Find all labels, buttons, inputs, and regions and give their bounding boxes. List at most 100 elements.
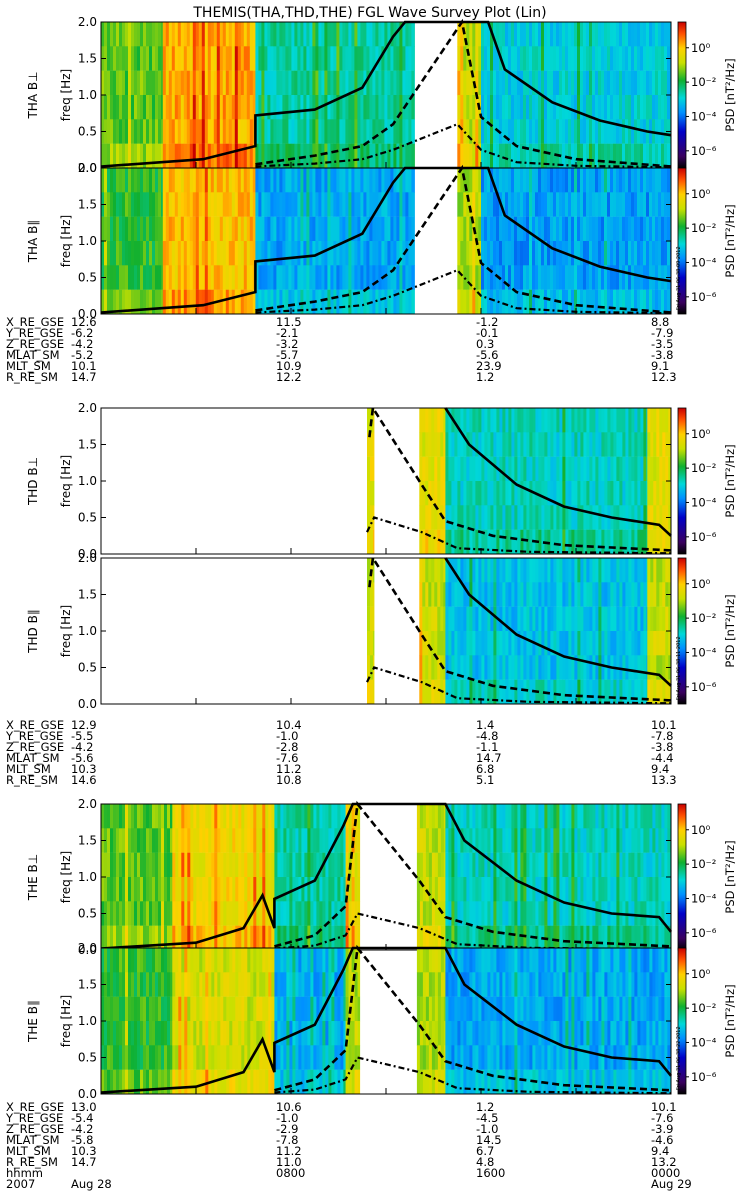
spectrogram-cell: [550, 680, 553, 705]
spectrogram-cell: [405, 22, 408, 47]
spectrogram-cell: [378, 168, 381, 193]
spectrogram-cell: [514, 95, 517, 120]
spectrogram-cell: [208, 853, 211, 878]
spectrogram-cell: [327, 192, 330, 217]
spectrogram-cell: [445, 828, 448, 853]
spectrogram-cell: [481, 631, 484, 656]
spectrogram-cell: [381, 241, 384, 266]
spectrogram-cell: [149, 46, 152, 71]
spectrogram-cell: [637, 607, 640, 632]
spectrogram-cell: [161, 828, 164, 853]
spectrogram-cell: [169, 168, 172, 193]
spectrogram-cell: [190, 241, 193, 266]
spectrogram-cell: [556, 901, 559, 926]
spectrogram-cell: [514, 241, 517, 266]
spectrogram-cell: [107, 877, 110, 902]
spectrogram-cell: [190, 877, 193, 902]
spectrogram-cell: [232, 1021, 235, 1046]
spectrogram-cell: [589, 22, 592, 47]
spectrogram-cell: [134, 95, 137, 120]
spectrogram-cell: [604, 290, 607, 315]
spectrogram-cell: [113, 119, 116, 144]
spectrogram-cell: [526, 168, 529, 193]
spectrogram-cell: [607, 853, 610, 878]
spectrogram-cell: [523, 481, 526, 506]
spectrogram-cell: [529, 607, 532, 632]
spectrogram-cell: [526, 680, 529, 705]
spectrogram-cell: [331, 926, 334, 951]
spectrogram-cell: [571, 432, 574, 457]
spectrogram-cell: [161, 22, 163, 47]
spectrogram-cell: [134, 241, 137, 266]
spectrogram-cell: [493, 46, 496, 71]
spectrogram-cell: [178, 972, 181, 997]
spectrogram-cell: [481, 217, 484, 242]
spectrogram-cell: [511, 828, 514, 853]
spectrogram-cell: [625, 804, 628, 829]
spectrogram-cell: [343, 926, 346, 951]
spectrogram-cell: [178, 241, 181, 266]
spectrogram-cell: [348, 168, 351, 193]
spectrogram-cell: [390, 168, 393, 193]
spectrogram-cell: [541, 22, 544, 47]
spectrogram-cell: [511, 168, 514, 193]
spectrogram-cell: [354, 192, 357, 217]
spectrogram-cell: [517, 804, 520, 829]
spectrogram-cell: [475, 680, 478, 705]
spectrogram-cell: [155, 877, 158, 902]
spectrogram-cell: [571, 607, 574, 632]
spectrogram-cell: [155, 853, 158, 878]
spectrogram-cell: [493, 582, 496, 607]
spectrogram-cell: [652, 168, 655, 193]
spectrogram-cell: [307, 972, 310, 997]
spectrogram-cell: [550, 853, 553, 878]
spectrogram-cell: [631, 631, 634, 656]
spectrogram-cell: [333, 22, 336, 47]
spectrogram-cell: [595, 558, 598, 583]
spectrogram-cell: [499, 828, 502, 853]
spectrogram-cell: [172, 241, 175, 266]
spectrogram-cell: [238, 1021, 241, 1046]
spectrogram-cell: [208, 71, 211, 96]
spectrogram-cell: [306, 217, 309, 242]
spectrogram-cell: [184, 1070, 187, 1095]
spectrogram-cell: [613, 432, 616, 457]
spectrogram-cell: [367, 530, 370, 555]
spectrogram-cell: [529, 804, 532, 829]
y-tick-label: 1.5: [78, 52, 97, 66]
spectrogram-cell: [577, 119, 580, 144]
spectrogram-cell: [149, 828, 152, 853]
spectrogram-cell: [297, 217, 300, 242]
spectrogram-cell: [199, 71, 202, 96]
spectrogram-cell: [460, 853, 463, 878]
spectrogram-cell: [571, 46, 574, 71]
spectrogram-cell: [175, 853, 178, 878]
spectrogram-cell: [167, 1045, 170, 1070]
spectrogram-cell: [643, 607, 646, 632]
y-tick-label: 2.0: [78, 401, 97, 415]
spectrogram-cell: [637, 558, 640, 583]
spectrogram-cell: [469, 481, 472, 506]
spectrogram-cell: [325, 877, 328, 902]
spectrogram-cell: [637, 457, 640, 482]
spectrogram-cell: [484, 168, 487, 193]
spectrogram-cell: [538, 607, 541, 632]
spectrogram-cell: [646, 46, 649, 71]
spectrogram-cell: [481, 481, 484, 506]
spectrogram-cell: [610, 192, 613, 217]
spectrogram-cell: [309, 71, 312, 96]
spectrogram-cell: [529, 558, 532, 583]
spectrogram-cell: [146, 217, 149, 242]
spectrogram-cell: [369, 265, 372, 290]
spectrogram-cell: [451, 457, 454, 482]
spectrogram-cell: [268, 1021, 271, 1046]
spectrogram-cell: [484, 408, 487, 433]
spectrogram-cell: [214, 901, 217, 926]
spectrogram-cell: [229, 1021, 232, 1046]
spectrogram-cell: [259, 997, 262, 1022]
spectrogram-cell: [454, 853, 457, 878]
spectrogram-cell: [434, 457, 437, 482]
spectrogram-cell: [550, 241, 553, 266]
spectrogram-cell: [178, 71, 181, 96]
spectrogram-cell: [481, 71, 484, 96]
